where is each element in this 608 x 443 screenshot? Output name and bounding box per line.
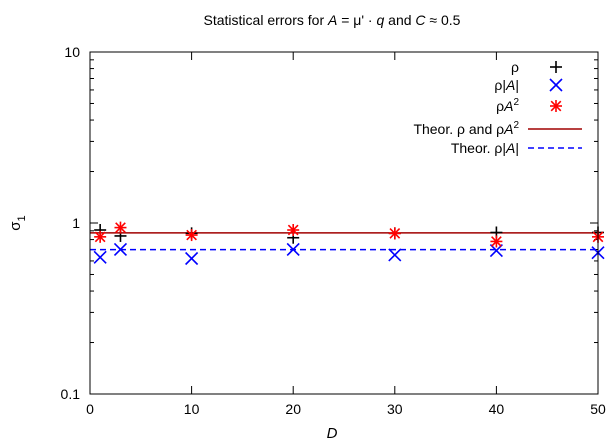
legend-label-line-1: Theor. ρ and ρA2 bbox=[413, 120, 519, 137]
data-point-series-3 bbox=[287, 224, 300, 237]
legend-label-series-2: ρ|A| bbox=[494, 77, 519, 93]
legend-symbol-series-3 bbox=[550, 100, 562, 112]
x-tick-label: 40 bbox=[489, 401, 505, 417]
data-points bbox=[93, 221, 605, 266]
x-tick-label: 50 bbox=[590, 401, 606, 417]
tick-layer: 0 10 20 30 40 50 0.1 1 10 bbox=[61, 44, 606, 417]
data-point-series-3 bbox=[114, 221, 127, 234]
y-tick-label: 0.1 bbox=[61, 386, 81, 402]
data-point-series-2 bbox=[388, 248, 402, 262]
data-point-series-2 bbox=[286, 242, 300, 257]
y-axis-label: σ1 bbox=[7, 215, 28, 230]
data-point-series-3 bbox=[94, 230, 107, 243]
data-point-series-2 bbox=[185, 251, 199, 266]
chart-title: Statistical errors for A = μ' · q and C … bbox=[204, 12, 461, 28]
x-tick-label: 0 bbox=[86, 401, 94, 417]
legend: ρ ρ|A| ρA2 Theor. ρ and ρA2 Theor. ρ|A| bbox=[413, 59, 582, 156]
x-tick-label: 20 bbox=[285, 401, 301, 417]
y-axis-label-subscript: 1 bbox=[16, 215, 28, 221]
x-axis-label: D bbox=[327, 425, 338, 442]
plot-frame bbox=[89, 51, 599, 395]
data-point-series-2 bbox=[93, 250, 107, 264]
y-tick-label: 1 bbox=[72, 215, 80, 231]
x-tick-label: 30 bbox=[387, 401, 403, 417]
data-point-series-3 bbox=[388, 227, 401, 240]
legend-label-series-3: ρA2 bbox=[496, 97, 519, 114]
theory-lines bbox=[90, 232, 598, 251]
data-point-series-3 bbox=[490, 235, 503, 248]
y-axis-label-main: σ bbox=[7, 221, 24, 231]
legend-symbol-series-2 bbox=[549, 78, 563, 92]
legend-symbol-series-1 bbox=[550, 61, 562, 73]
legend-label-series-1: ρ bbox=[511, 59, 519, 75]
data-point-series-3 bbox=[185, 229, 198, 242]
x-tick-label: 10 bbox=[184, 401, 200, 417]
y-tick-label: 10 bbox=[64, 44, 80, 60]
legend-label-line-2: Theor. ρ|A| bbox=[451, 140, 519, 156]
data-point-series-2 bbox=[113, 242, 128, 257]
